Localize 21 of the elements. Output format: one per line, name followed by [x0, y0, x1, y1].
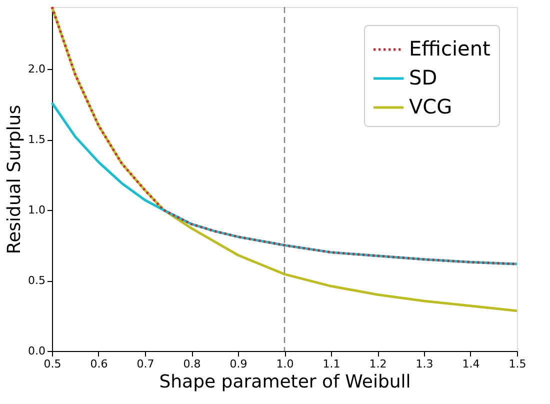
x-tick-label: 1.5: [508, 358, 526, 370]
x-axis-title: Shape parameter of Weibull: [159, 372, 411, 392]
legend-label: SD: [409, 66, 438, 90]
legend-label: Efficient: [409, 36, 491, 60]
y-tick-label: 1.5: [28, 133, 46, 146]
x-tick-label: 0.5: [44, 358, 62, 370]
x-tick-label: 1.1: [322, 358, 340, 370]
x-tick-label: 0.8: [183, 358, 201, 370]
x-tick-label: 1.3: [416, 358, 434, 370]
y-tick-label: 1.0: [28, 204, 46, 217]
legend-label: VCG: [409, 94, 452, 118]
x-tick-label: 0.9: [230, 358, 248, 370]
x-tick-label: 1.2: [369, 358, 387, 370]
y-tick-label: 0.0: [28, 344, 46, 358]
y-tick-label: 2.0: [28, 62, 46, 76]
y-axis-title: Residual Surplus: [4, 104, 26, 254]
x-tick-label: 0.7: [136, 358, 154, 370]
x-tick-label: 1.4: [462, 358, 480, 370]
x-tick-label: 0.6: [90, 358, 108, 370]
y-tick-label: 0.5: [28, 274, 46, 288]
x-tick-label: 1.0: [276, 358, 294, 370]
